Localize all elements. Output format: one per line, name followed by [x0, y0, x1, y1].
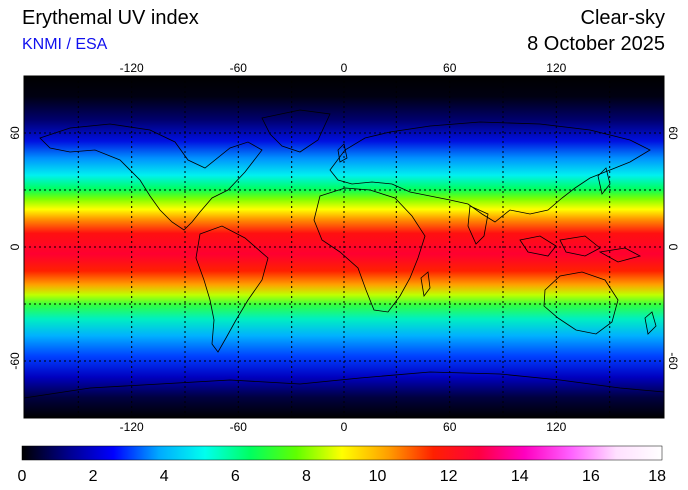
lon-tick-bottom-0: 0 [341, 420, 348, 434]
colorbar-label-4: 4 [160, 468, 169, 485]
colorbar-label-0: 0 [18, 468, 27, 485]
colorbar-label-8: 8 [302, 468, 311, 485]
lon-tick-bottom-120e: 120 [546, 420, 566, 434]
lat-tick-left-60n: 60 [8, 126, 22, 140]
lon-tick-top-0: 0 [341, 61, 348, 75]
colorbar-label-2: 2 [89, 468, 98, 485]
lon-tick-bottom-120w: -120 [120, 420, 144, 434]
lat-tick-left-0: 0 [8, 243, 22, 250]
graticule [24, 76, 664, 418]
lat-tick-left-60s: -60 [8, 352, 22, 370]
lon-tick-bottom-60e: 60 [443, 420, 457, 434]
data-source: KNMI / ESA [22, 36, 108, 53]
map-frame [23, 75, 665, 419]
colorbar-label-12: 12 [440, 468, 458, 485]
colorbar-label-16: 16 [582, 468, 600, 485]
lat-tick-right-0: 0 [666, 244, 680, 251]
colorbar-label-10: 10 [369, 468, 387, 485]
colorbar-label-18: 18 [648, 468, 666, 485]
lon-tick-top-120e: 120 [546, 61, 566, 75]
colorbar-labels: 0 2 4 6 8 10 12 14 16 18 [18, 468, 667, 485]
sky-condition: Clear-sky [580, 7, 665, 29]
lon-tick-top-60w: -60 [230, 61, 248, 75]
lon-tick-bottom-60w: -60 [230, 420, 248, 434]
lon-tick-top-120w: -120 [120, 61, 144, 75]
colorbar-label-14: 14 [511, 468, 529, 485]
lon-tick-top-60e: 60 [443, 61, 457, 75]
coastlines [24, 109, 664, 399]
colorbar [21, 445, 663, 461]
map-date: 8 October 2025 [527, 33, 665, 55]
colorbar-label-6: 6 [231, 468, 240, 485]
lat-tick-right-60n: 60 [666, 126, 680, 140]
map-title: Erythemal UV index [22, 7, 199, 29]
lat-tick-right-60s: -60 [666, 352, 680, 370]
